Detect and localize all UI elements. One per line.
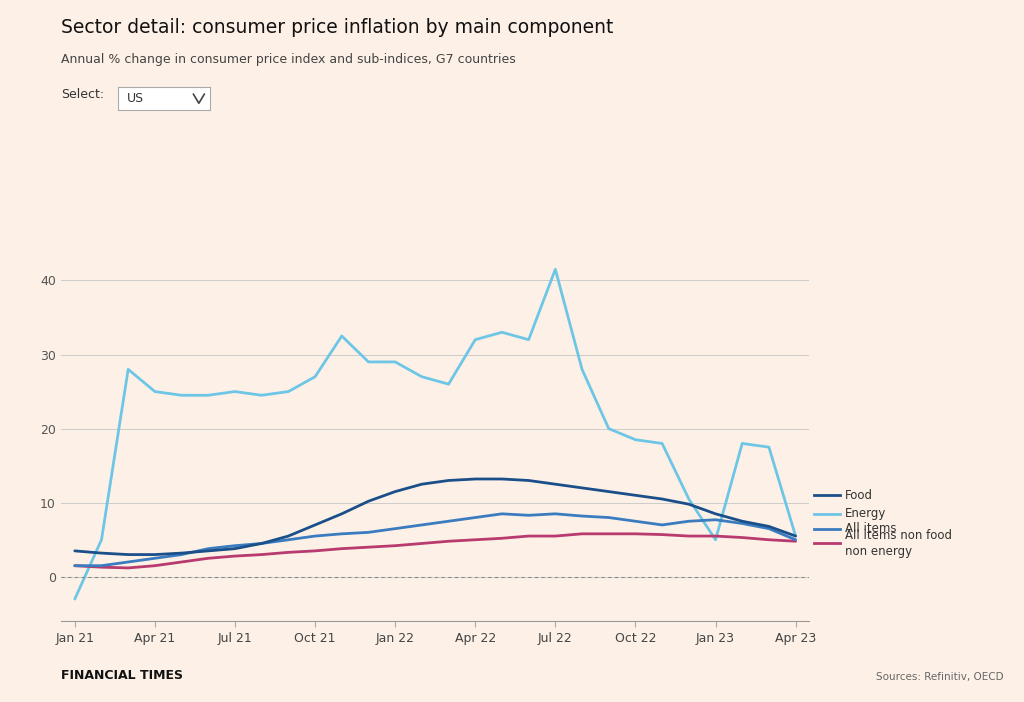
Text: Food: Food <box>845 489 872 502</box>
Text: US: US <box>127 92 144 105</box>
Text: Sources: Refinitiv, OECD: Sources: Refinitiv, OECD <box>876 673 1004 682</box>
Text: Annual % change in consumer price index and sub-indices, G7 countries: Annual % change in consumer price index … <box>61 53 516 66</box>
Text: Energy: Energy <box>845 508 886 520</box>
Text: Select:: Select: <box>61 88 104 101</box>
Text: FINANCIAL TIMES: FINANCIAL TIMES <box>61 669 183 682</box>
Text: Sector detail: consumer price inflation by main component: Sector detail: consumer price inflation … <box>61 18 613 37</box>
Text: All items non food
non energy: All items non food non energy <box>845 529 951 558</box>
Text: All items: All items <box>845 522 896 535</box>
